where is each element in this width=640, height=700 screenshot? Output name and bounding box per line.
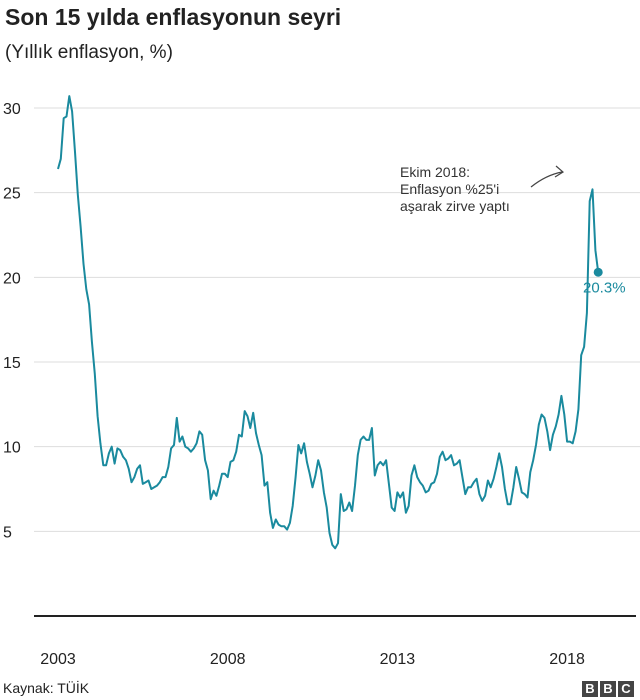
x-tick-label-2013: 2013 [380, 651, 416, 668]
y-tick-labels: 5 10 15 20 25 30 [3, 101, 21, 541]
chart-title: Son 15 yılda enflasyonun seyri [5, 4, 342, 30]
annotation-arrow [530, 171, 563, 188]
y-tick-label-30: 30 [3, 101, 21, 118]
chart-subtitle: (Yıllık enflasyon, %) [5, 42, 173, 63]
y-tick-label-5: 5 [3, 524, 12, 541]
logo-letter-1: B [582, 681, 598, 697]
grid-lines [34, 107, 640, 532]
x-tick-label-2018: 2018 [549, 651, 585, 668]
x-tick-label-2003: 2003 [40, 651, 76, 668]
y-tick-label-20: 20 [3, 270, 21, 287]
x-tick-label-2008: 2008 [210, 651, 246, 668]
annotation-line-2: Enflasyon %25'i [400, 181, 499, 197]
logo-letter-3: C [618, 681, 634, 697]
logo-letter-2: B [600, 681, 616, 697]
bbc-logo: B B C [582, 681, 634, 697]
annotation-arrowhead [554, 165, 565, 178]
x-tick-labels: 2003 2008 2013 2018 [40, 651, 585, 668]
inflation-line [57, 95, 600, 550]
annotation-line-3: aşarak zirve yaptı [400, 198, 510, 214]
annotation-line-1: Ekim 2018: [400, 164, 470, 180]
end-point-marker [593, 267, 603, 277]
end-value-label: 20.3% [583, 279, 626, 296]
y-tick-label-10: 10 [3, 440, 21, 457]
series-layer: 20.3% [57, 95, 626, 550]
source-note: Kaynak: TÜİK [3, 680, 90, 696]
y-tick-label-15: 15 [3, 355, 21, 372]
y-tick-label-25: 25 [3, 186, 21, 203]
